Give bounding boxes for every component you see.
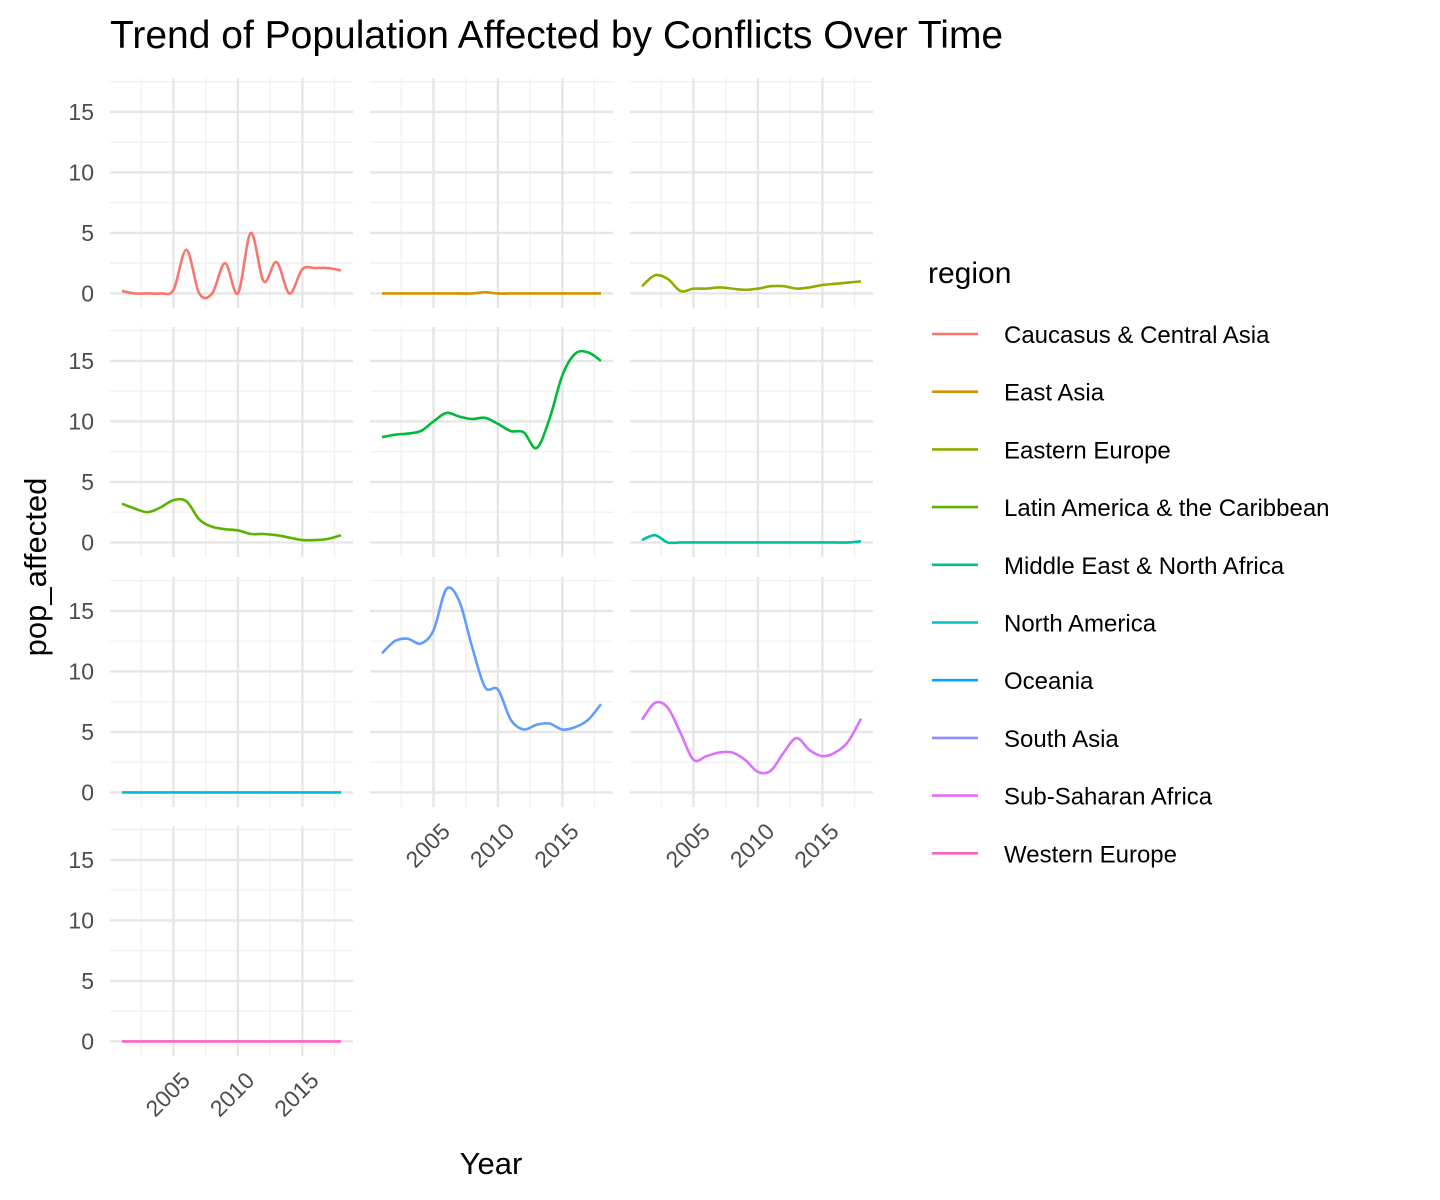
x-tick-label: 2005: [400, 818, 455, 873]
chart-title: Trend of Population Affected by Conflict…: [110, 14, 1003, 57]
legend-item-latin-america-and-the-caribbean: Latin America & the Caribbean: [932, 495, 1330, 522]
legend-item-east-asia: East Asia: [932, 380, 1105, 407]
legend-label: Caucasus & Central Asia: [1004, 322, 1270, 349]
y-tick-label: 10: [68, 658, 94, 684]
y-tick-label: 0: [81, 280, 94, 306]
x-tick-label: 2005: [660, 818, 715, 873]
legend-label: Eastern Europe: [1004, 437, 1171, 464]
series-line-eastern-europe: [641, 273, 862, 293]
x-tick-label: 2010: [205, 1067, 260, 1122]
series-line-caucasus-and-central-asia: [121, 231, 342, 300]
series-line-north-america: [641, 533, 862, 545]
legend-item-south-asia: South Asia: [932, 726, 1119, 753]
legend-label: Middle East & North Africa: [1004, 553, 1285, 580]
x-tick-label: 2010: [465, 818, 520, 873]
x-tick-label: 2015: [269, 1067, 324, 1122]
legend-item-western-europe: Western Europe: [932, 841, 1177, 868]
legend-item-oceania: Oceania: [932, 668, 1094, 695]
x-tick-label: 2010: [725, 818, 780, 873]
y-tick-label: 5: [81, 220, 94, 246]
legend-label: South Asia: [1004, 726, 1119, 753]
x-tick-label: 2015: [529, 818, 584, 873]
facet-panel-sub-saharan-africa: 2005 2010 2015: [630, 577, 873, 873]
facet-panel-western-europe: 0 5 10 15 2005 2010 2015: [68, 826, 353, 1122]
x-tick-label: 2015: [789, 818, 844, 873]
legend-item-sub-saharan-africa: Sub-Saharan Africa: [932, 784, 1213, 811]
legend-label: North America: [1004, 611, 1157, 638]
y-tick-label: 5: [81, 968, 94, 994]
series-line-sub-saharan-africa: [640, 700, 863, 775]
y-tick-label: 0: [81, 779, 94, 805]
y-tick-label: 10: [68, 159, 94, 185]
facet-panel-east-asia: [370, 78, 613, 308]
legend-label: Sub-Saharan Africa: [1004, 784, 1213, 811]
facet-panel-eastern-europe: [630, 78, 873, 308]
series-line-south-asia: [381, 586, 603, 731]
legend: Caucasus & Central Asia East Asia Eastern …: [932, 322, 1330, 868]
x-axis-title: Year: [460, 1146, 523, 1181]
legend-label: Western Europe: [1004, 841, 1177, 868]
y-tick-label: 10: [68, 408, 94, 434]
legend-label: East Asia: [1004, 380, 1105, 407]
y-tick-label: 5: [81, 719, 94, 745]
facet-panel-north-america: [630, 327, 873, 557]
legend-item-middle-east-and-north-africa: Middle East & North Africa: [932, 553, 1285, 580]
legend-item-eastern-europe: Eastern Europe: [932, 437, 1171, 464]
series-line-latin-america-and-the-caribbean: [121, 497, 342, 542]
series-line-east-asia: [382, 290, 601, 295]
legend-title: region: [928, 257, 1011, 290]
x-tick-label: 2005: [140, 1067, 195, 1122]
legend-item-caucasus-and-central-asia: Caucasus & Central Asia: [932, 322, 1270, 349]
y-tick-label: 15: [68, 348, 94, 374]
y-axis-title: pop_affected: [18, 478, 53, 657]
legend-item-north-america: North America: [932, 611, 1157, 638]
series-line-middle-east-and-north-africa: [381, 349, 602, 450]
facet-panel-caucasus-and-central-asia: 0 5 10 15: [68, 78, 353, 308]
facet-panel-middle-east-and-north-africa: [370, 327, 613, 557]
y-tick-label: 15: [68, 99, 94, 125]
y-tick-label: 5: [81, 469, 94, 495]
legend-label: Oceania: [1004, 668, 1094, 695]
y-tick-label: 0: [81, 1028, 94, 1054]
y-tick-label: 15: [68, 847, 94, 873]
facet-panel-oceania: 0 5 10 15: [68, 577, 353, 807]
facet-panel-latin-america-and-the-caribbean: 0 5 10 15: [68, 327, 353, 557]
facet-panel-south-asia: 2005 2010 2015: [370, 577, 613, 873]
y-tick-label: 10: [68, 907, 94, 933]
legend-label: Latin America & the Caribbean: [1004, 495, 1330, 522]
y-tick-label: 0: [81, 529, 94, 555]
y-tick-label: 15: [68, 598, 94, 624]
